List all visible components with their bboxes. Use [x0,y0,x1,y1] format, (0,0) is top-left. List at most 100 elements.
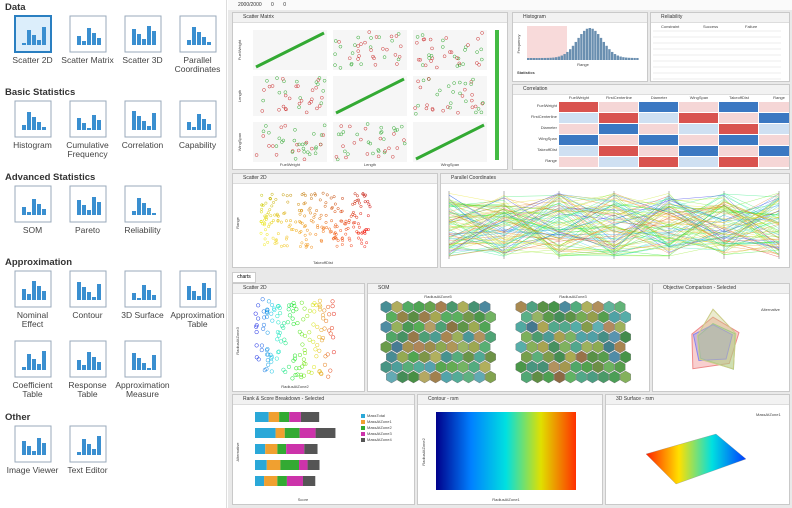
point [269,369,274,374]
tool-item[interactable]: Image Viewer [5,425,60,495]
point [302,157,307,162]
axis-label: WingSpan [441,162,459,167]
point [289,219,292,223]
icon-glyph [196,296,201,300]
panel-title: Scatter 2D [233,174,437,184]
point [269,311,274,316]
hex [537,300,549,314]
hex [587,330,598,344]
tab[interactable]: charts [232,272,256,283]
tool-item[interactable]: Text Editor [60,425,115,495]
tool-icon [69,425,106,463]
tool-item[interactable]: Scatter Matrix [60,15,115,85]
point [313,193,317,197]
point [306,369,311,375]
line [448,204,780,253]
icon-glyph [191,27,196,45]
hex [446,320,458,334]
tool-item[interactable]: Parallel Coordinates [170,15,225,85]
tool-item[interactable]: Response Table [60,340,115,410]
flagged[interactable]: 0 [283,2,286,8]
point [316,224,320,228]
cell [679,157,718,167]
point [260,207,264,211]
hex [576,310,587,324]
point [360,231,364,235]
hex [537,340,549,354]
hex [435,320,447,334]
line [448,203,780,257]
tool-item[interactable]: Pareto [60,185,115,255]
count[interactable]: 2000/2000 [238,2,262,8]
tool-item[interactable]: Scatter 3D [115,15,170,85]
point [265,347,270,352]
point [281,138,286,143]
axis-label: RadiusAtZone3 [235,326,240,354]
bar [616,55,619,60]
tool-item[interactable]: Cumulative Frequency [60,100,115,170]
panel-title: SOM [368,284,649,294]
tool-item[interactable]: Histogram [5,100,60,170]
hex [413,320,425,334]
point [457,63,462,67]
point [308,206,312,210]
point [299,209,303,213]
icon-glyph [36,122,41,130]
hex [468,340,480,354]
tool-item[interactable]: Coefficient Table [5,340,60,410]
hex [435,300,447,314]
tool-item[interactable]: Reliability [115,185,170,255]
point [300,342,305,347]
hex [532,330,543,344]
point [367,228,370,231]
point [359,238,363,242]
hex [419,310,430,324]
point [259,348,264,353]
tool-item[interactable]: Correlation [115,100,170,170]
point [294,307,299,312]
point [347,218,351,222]
point [284,107,288,112]
point [324,220,328,224]
bar-segment [304,444,318,454]
icon-glyph [151,213,156,215]
tool-item[interactable]: Nominal Effect [5,270,60,340]
hex [620,330,631,344]
hex [620,350,631,364]
point [275,241,279,245]
tool-item[interactable]: Approximation Table [170,270,225,340]
point [303,333,308,339]
point [287,96,292,101]
point [474,110,478,115]
cell [253,76,327,116]
scatter2d-panel: Scatter 2D TakeoffDist Range [232,173,438,268]
tool-item[interactable]: Contour [60,270,115,340]
hex [424,320,436,334]
icon-glyph [81,439,86,455]
line [448,204,780,253]
icon-glyph [151,31,156,45]
tool-item[interactable]: 3D Surface [115,270,170,340]
point [338,66,343,70]
bar [532,57,535,60]
point [301,361,307,366]
bar-segment [277,444,287,454]
axis-label: RadiusAtZone1 [492,497,520,502]
point [279,339,284,344]
tool-item[interactable]: Scatter 2D [5,15,60,85]
point [418,85,423,90]
tool-item[interactable]: Capability [170,100,225,170]
line [448,200,780,257]
icon-glyph [91,357,96,370]
tool-item[interactable]: Approximation Measure [115,340,170,410]
point [415,41,419,45]
point [302,306,307,311]
point [369,48,373,52]
tool-item[interactable]: SOM [5,185,60,255]
point [260,193,264,197]
point [314,85,318,90]
hex [603,300,615,314]
point [471,77,475,82]
hex [532,310,543,324]
selected[interactable]: 0 [271,2,274,8]
